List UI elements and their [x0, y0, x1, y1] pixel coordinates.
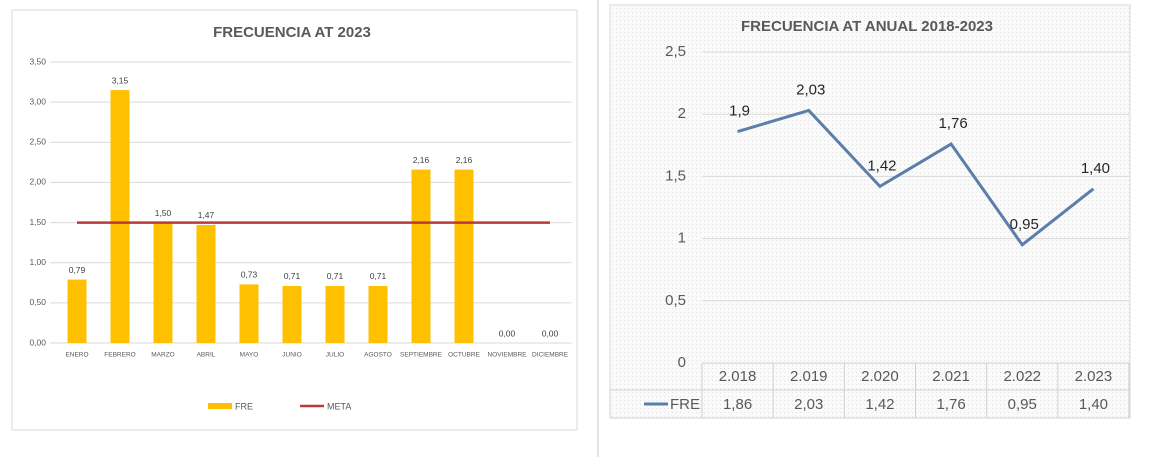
- data-label: 0,71: [327, 271, 344, 281]
- y-tick-label: 2: [678, 105, 686, 122]
- x-tick-label: OCTUBRE: [448, 352, 480, 359]
- x-tick-label: FEBRERO: [104, 352, 135, 359]
- table-value: 1,42: [865, 396, 894, 413]
- x-tick-label: 2.018: [719, 368, 757, 385]
- bar: [110, 90, 130, 343]
- bar: [153, 222, 173, 343]
- data-label: 0,00: [542, 328, 559, 338]
- data-label: 1,50: [155, 208, 172, 218]
- data-label: 1,9: [729, 103, 750, 120]
- y-tick-label: 1,5: [665, 167, 686, 184]
- chart-title: FRECUENCIA AT ANUAL 2018-2023: [741, 18, 993, 35]
- y-tick-label: 0,5: [665, 292, 686, 309]
- legend-label: FRE: [670, 396, 700, 413]
- x-tick-label: 2.022: [1003, 368, 1041, 385]
- x-tick-label: DICIEMBRE: [532, 352, 569, 359]
- data-label: 0,71: [370, 271, 387, 281]
- right-chart-frame: [609, 4, 1131, 419]
- y-tick-label: 1,50: [29, 217, 46, 227]
- left-chart-frame: [11, 9, 578, 431]
- bar: [239, 284, 259, 343]
- x-tick-label: 2.019: [790, 368, 828, 385]
- table-value: 1,86: [723, 396, 752, 413]
- data-label: 3,15: [112, 75, 129, 85]
- y-tick-label: 1: [678, 230, 686, 247]
- data-label: 2,03: [796, 81, 825, 98]
- legend-label: FRE: [235, 401, 253, 411]
- y-tick-label: 2,50: [29, 137, 46, 147]
- data-label: 1,42: [867, 157, 896, 174]
- y-tick-label: 3,50: [29, 56, 46, 66]
- table-value: 0,95: [1008, 396, 1037, 413]
- legend-swatch: [208, 403, 232, 409]
- data-label: 2,16: [413, 155, 430, 165]
- bar: [67, 279, 87, 343]
- y-tick-label: 1,00: [29, 257, 46, 267]
- bar: [411, 169, 431, 343]
- data-label: 0,00: [499, 328, 516, 338]
- x-tick-label: 2.021: [932, 368, 970, 385]
- y-tick-label: 2,5: [665, 43, 686, 60]
- data-label: 0,73: [241, 270, 258, 280]
- data-label: 0,71: [284, 271, 301, 281]
- data-label: 2,16: [456, 155, 473, 165]
- data-label: 1,76: [938, 115, 967, 132]
- x-tick-label: MAYO: [240, 352, 259, 359]
- legend-label: META: [327, 401, 351, 411]
- y-tick-label: 0: [678, 354, 686, 371]
- data-label: 1,47: [198, 210, 215, 220]
- table-value: 1,76: [936, 396, 965, 413]
- chart-title: FRECUENCIA AT 2023: [213, 24, 371, 41]
- bar: [325, 285, 345, 343]
- x-tick-label: AGOSTO: [364, 352, 392, 359]
- table-value: 1,40: [1079, 396, 1108, 413]
- y-tick-label: 2,00: [29, 177, 46, 187]
- x-tick-label: ENERO: [65, 352, 88, 359]
- x-tick-label: SEPTIEMBRE: [400, 352, 443, 359]
- data-label: 0,79: [69, 265, 86, 275]
- x-tick-label: MARZO: [151, 352, 174, 359]
- x-tick-label: 2.023: [1075, 368, 1113, 385]
- y-tick-label: 3,00: [29, 96, 46, 106]
- data-label: 0,95: [1010, 216, 1039, 233]
- x-tick-label: JULIO: [326, 352, 344, 359]
- x-tick-label: ABRIL: [197, 352, 216, 359]
- table-value: 2,03: [794, 396, 823, 413]
- bar: [196, 224, 216, 343]
- x-tick-label: NOVIEMBRE: [487, 352, 527, 359]
- y-tick-label: 0,50: [29, 297, 46, 307]
- fre-line: [737, 108, 1095, 247]
- bar: [454, 169, 474, 343]
- bar: [368, 285, 388, 343]
- x-tick-label: JUNIO: [282, 352, 302, 359]
- data-label: 1,40: [1081, 160, 1110, 177]
- bar: [282, 285, 302, 343]
- x-tick-label: 2.020: [861, 368, 899, 385]
- y-tick-label: 0,00: [29, 337, 46, 347]
